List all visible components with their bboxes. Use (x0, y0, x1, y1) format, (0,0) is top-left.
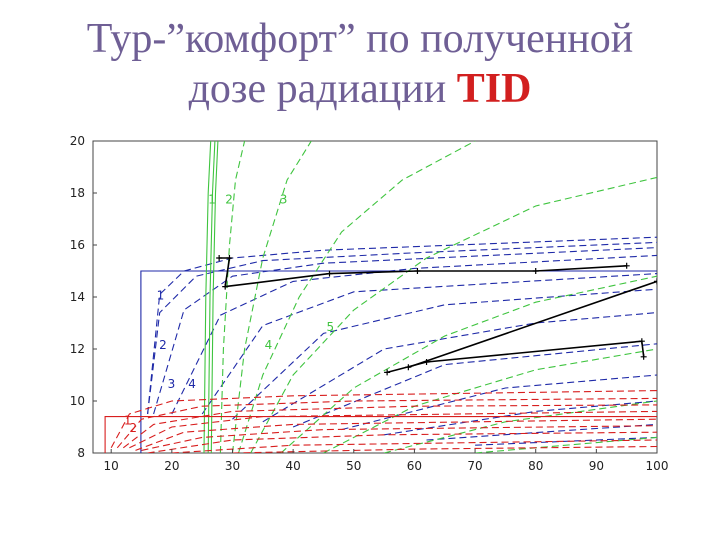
curve-label-blue-4: 4 (188, 377, 196, 391)
title-line-1: Тур-”комфорт” по полученной (86, 16, 634, 62)
y-tick-label-0: 8 (77, 446, 85, 460)
series-blue-dashed-2 (147, 241, 657, 415)
x-tick-label-2: 30 (225, 459, 240, 473)
series-red-dashed-25 (110, 390, 657, 449)
series-blue-dashed-4 (171, 254, 657, 415)
series-blue-dashed-12 (475, 436, 657, 446)
x-tick-label-4: 50 (346, 459, 361, 473)
x-tick-label-5: 60 (407, 459, 422, 473)
point-marker-35-2 (638, 338, 645, 345)
point-marker-34-3 (326, 270, 333, 277)
series-blue-dashed-7 (262, 312, 657, 423)
curve-label-blue-2: 2 (159, 338, 167, 352)
series-green-dashed-16 (219, 141, 246, 453)
curves-group (104, 141, 657, 453)
series-black-solid-36 (408, 280, 657, 368)
curve-label-green-3: 3 (280, 192, 288, 206)
series-blue-dashed-5 (201, 273, 657, 415)
curve-label-blue-3: 3 (168, 377, 176, 391)
x-tick-label-0: 10 (104, 459, 119, 473)
series-green-dashed-18 (237, 141, 476, 453)
series-green-dashed-19 (250, 176, 657, 453)
point-marker-35-0 (384, 369, 391, 376)
point-marker-36-1 (654, 278, 657, 285)
series-green-dashed-22 (383, 400, 657, 453)
title-highlight-tid: TID (456, 66, 532, 112)
point-marker-36-0 (405, 364, 412, 371)
series-blue-dashed-11 (426, 423, 657, 441)
curve-label-green-4: 4 (265, 338, 273, 352)
series-green-dashed-21 (323, 348, 657, 453)
y-tick-label-1: 10 (70, 394, 85, 408)
title-line-2: дозе радиации TID (0, 64, 720, 114)
series-green-solid-15 (210, 141, 219, 453)
point-marker-34-5 (532, 268, 539, 274)
point-marker-34-0 (216, 255, 223, 261)
point-marker-34-6 (623, 262, 630, 269)
y-tick-label-6: 20 (70, 134, 85, 148)
series-red-dashed-26 (116, 397, 657, 449)
y-tick-label-5: 18 (70, 186, 85, 200)
series-red-dashed-29 (135, 418, 657, 451)
curve-label-green-1: 1 (208, 192, 216, 206)
series-green-dashed-23 (475, 436, 657, 453)
series-green-solid-14 (207, 141, 216, 453)
series-red-solid-24 (104, 416, 657, 453)
point-marker-35-3 (640, 353, 647, 360)
curve-label-green-5: 5 (326, 320, 334, 334)
plot-frame (92, 140, 658, 454)
x-tick-label-1: 20 (164, 459, 179, 473)
x-tick-label-9: 100 (646, 459, 669, 473)
point-marker-34-2 (222, 283, 229, 290)
slide-title: Тур-”комфорт” по полученной дозе радиаци… (0, 14, 720, 114)
curve-label-green-2: 2 (225, 192, 233, 206)
series-green-solid-13 (203, 141, 212, 453)
x-tick-label-3: 40 (285, 459, 300, 473)
series-green-dashed-20 (280, 275, 657, 453)
series-blue-dashed-3 (153, 247, 657, 415)
series-red-dashed-31 (147, 431, 657, 453)
title-line-2-text: дозе радиации (188, 66, 447, 112)
y-tick-label-3: 14 (70, 290, 85, 304)
series-green-dashed-17 (231, 141, 312, 453)
series-red-dashed-27 (122, 404, 657, 449)
curve-label-red-1: 1 (124, 413, 132, 427)
curve-label-red-2: 2 (129, 421, 137, 435)
series-red-dashed-30 (141, 425, 657, 451)
point-marker-34-4 (414, 268, 421, 274)
series-blue-dashed-10 (384, 400, 657, 436)
series-blue-dashed-1 (147, 236, 657, 415)
series-blue-dashed-6 (232, 288, 657, 420)
series-red-dashed-32 (171, 439, 657, 453)
point-marker-34-1 (226, 255, 233, 261)
x-tick-label-6: 70 (467, 459, 482, 473)
curve-label-blue-1: 1 (157, 289, 165, 303)
series-red-dashed-28 (129, 410, 657, 449)
x-tick-label-7: 80 (528, 459, 543, 473)
y-tick-label-4: 16 (70, 238, 85, 252)
y-tick-label-2: 12 (70, 342, 85, 356)
x-tick-label-8: 90 (589, 459, 604, 473)
